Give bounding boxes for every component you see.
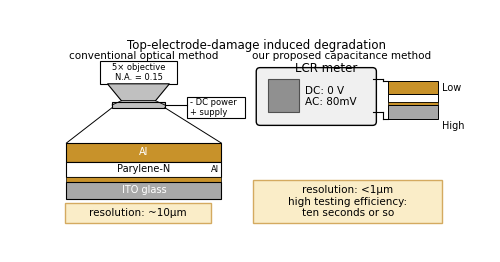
Text: High: High <box>442 121 465 131</box>
Text: resolution: <1μm
high testing efficiency:
ten seconds or so: resolution: <1μm high testing efficiency… <box>288 185 408 218</box>
Text: our proposed capacitance method: our proposed capacitance method <box>252 51 431 61</box>
Text: LCR meter: LCR meter <box>295 62 357 75</box>
Polygon shape <box>108 84 170 101</box>
Text: Low: Low <box>442 83 462 93</box>
Bar <box>100 61 177 84</box>
Text: 5× objective
N.A. = 0.15: 5× objective N.A. = 0.15 <box>112 63 165 82</box>
Bar <box>112 102 165 108</box>
Text: resolution: ~10μm: resolution: ~10μm <box>89 208 187 218</box>
Text: conventional optical method: conventional optical method <box>69 51 218 61</box>
FancyBboxPatch shape <box>256 68 376 125</box>
Bar <box>66 177 222 182</box>
Bar <box>388 101 438 105</box>
Text: ITO glass: ITO glass <box>122 185 166 195</box>
Bar <box>186 97 244 118</box>
Bar <box>388 81 438 94</box>
FancyBboxPatch shape <box>253 180 442 223</box>
Bar <box>66 143 222 162</box>
Bar <box>66 162 222 177</box>
Text: Parylene-N: Parylene-N <box>117 164 170 174</box>
Text: Al: Al <box>211 165 219 174</box>
Bar <box>388 105 438 119</box>
Text: Top-electrode-damage induced degradation: Top-electrode-damage induced degradation <box>127 39 386 52</box>
Bar <box>268 79 299 112</box>
Text: - DC power
+ supply: - DC power + supply <box>190 98 237 117</box>
Text: DC: 0 V
AC: 80mV: DC: 0 V AC: 80mV <box>305 86 356 107</box>
Bar <box>388 94 438 101</box>
Text: Al: Al <box>139 147 148 157</box>
FancyBboxPatch shape <box>65 203 212 223</box>
Bar <box>66 182 222 199</box>
